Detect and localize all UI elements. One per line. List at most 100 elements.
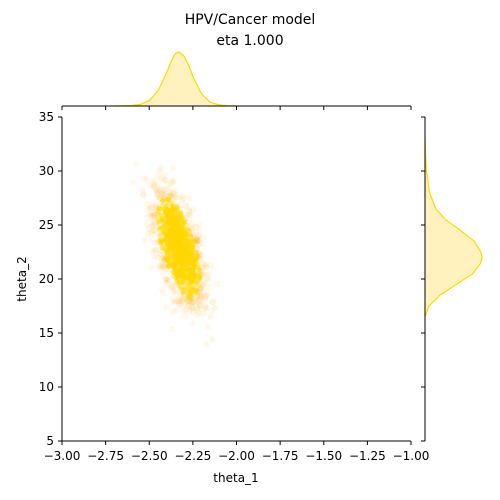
scatter-point xyxy=(179,259,185,265)
scatter-point xyxy=(171,237,177,243)
scatter-point xyxy=(181,262,187,268)
scatter-point xyxy=(180,226,186,232)
scatter-point xyxy=(160,224,166,230)
scatter-point xyxy=(168,211,174,217)
scatter-point xyxy=(162,210,168,216)
scatter-point xyxy=(180,233,186,239)
scatter-point xyxy=(160,263,167,271)
scatter-point xyxy=(173,270,179,275)
scatter-point xyxy=(186,281,192,287)
scatter-point xyxy=(177,243,183,249)
scatter-point xyxy=(192,257,198,263)
scatter-point xyxy=(200,310,207,317)
scatter-point xyxy=(184,297,191,304)
scatter-point xyxy=(167,208,173,214)
scatter-point xyxy=(204,283,212,290)
scatter-point xyxy=(191,270,197,275)
scatter-point xyxy=(158,192,166,199)
scatter-point xyxy=(176,215,182,220)
scatter-point xyxy=(158,240,164,246)
scatter-point xyxy=(188,225,195,232)
scatter-point xyxy=(178,218,184,224)
scatter-point xyxy=(181,257,187,262)
top-kde-fill xyxy=(114,52,237,106)
scatter-point xyxy=(179,256,185,261)
scatter-point xyxy=(172,261,177,267)
scatter-point xyxy=(191,265,197,271)
scatter-point xyxy=(196,252,203,259)
scatter-point xyxy=(158,206,164,212)
scatter-point xyxy=(170,232,176,238)
scatter-point xyxy=(169,254,175,260)
scatter-point xyxy=(177,254,183,260)
scatter-point xyxy=(152,211,160,218)
scatter-point xyxy=(182,226,188,232)
scatter-point xyxy=(172,250,178,256)
scatter-point xyxy=(161,230,166,236)
scatter-point xyxy=(169,219,175,225)
scatter-point xyxy=(204,276,211,284)
scatter-point xyxy=(165,258,171,264)
scatter-point xyxy=(184,256,190,262)
scatter-point xyxy=(176,235,182,241)
scatter-point xyxy=(201,294,208,301)
scatter-point xyxy=(182,247,187,253)
scatter-point xyxy=(168,225,174,231)
y-tick-label: 5 xyxy=(46,434,54,448)
scatter-point xyxy=(177,257,182,263)
scatter-point xyxy=(181,248,187,254)
scatter-point xyxy=(166,248,172,254)
scatter-point xyxy=(175,224,180,229)
scatter-point xyxy=(156,168,163,175)
scatter-point xyxy=(178,213,184,218)
scatter-point xyxy=(168,232,174,238)
scatter-point xyxy=(178,258,184,264)
scatter-point xyxy=(168,207,174,213)
scatter-point xyxy=(185,283,191,288)
scatter-point xyxy=(160,237,166,243)
scatter-point xyxy=(173,306,180,313)
scatter-point xyxy=(164,232,170,238)
scatter-point xyxy=(165,200,171,205)
scatter-point xyxy=(176,251,182,256)
scatter-point xyxy=(161,206,167,212)
scatter-point xyxy=(175,236,181,242)
scatter-point xyxy=(179,225,185,231)
scatter-point xyxy=(181,238,187,243)
scatter-point xyxy=(190,287,196,292)
scatter-point xyxy=(181,260,187,266)
scatter-point xyxy=(178,247,184,252)
scatter-point xyxy=(152,247,159,254)
scatter-point xyxy=(166,229,172,235)
scatter-point xyxy=(158,257,165,264)
scatter-point xyxy=(181,271,187,277)
scatter-point xyxy=(156,225,162,231)
scatter-point xyxy=(156,262,164,269)
scatter-point xyxy=(165,240,170,246)
scatter-point xyxy=(188,233,194,239)
scatter-point xyxy=(170,190,177,197)
y-tick-label: 25 xyxy=(39,218,54,232)
scatter-point xyxy=(172,241,178,246)
scatter-point xyxy=(167,244,173,249)
scatter-point xyxy=(178,280,183,286)
scatter-point xyxy=(169,244,175,250)
scatter-point xyxy=(170,177,178,185)
scatter-point xyxy=(156,195,164,202)
scatter-point xyxy=(194,249,200,255)
scatter-point xyxy=(168,192,175,200)
scatter-point xyxy=(163,215,169,221)
scatter-point xyxy=(171,255,177,261)
scatter-point xyxy=(177,249,183,254)
scatter-point xyxy=(187,224,195,231)
scatter-point xyxy=(161,171,168,179)
scatter-point xyxy=(194,256,200,262)
scatter-point xyxy=(175,227,181,232)
scatter-point xyxy=(177,238,183,244)
scatter-point xyxy=(191,238,197,244)
scatter-point xyxy=(173,220,179,225)
scatter-point xyxy=(178,236,183,242)
scatter-point xyxy=(189,299,196,306)
scatter-point xyxy=(171,231,177,236)
scatter-point xyxy=(170,233,176,239)
